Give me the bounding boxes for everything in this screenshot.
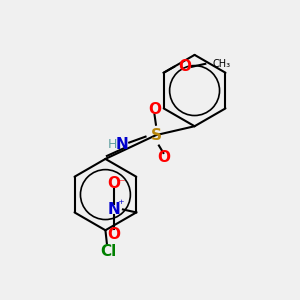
Text: O: O [107, 226, 121, 242]
Text: O: O [157, 150, 170, 165]
Text: N: N [108, 202, 120, 217]
Text: O: O [148, 102, 161, 117]
Text: O: O [107, 176, 121, 191]
Text: O: O [178, 59, 191, 74]
Text: ⁻: ⁻ [118, 177, 125, 190]
Text: H: H [108, 138, 118, 151]
Text: N: N [116, 136, 128, 152]
Text: CH₃: CH₃ [213, 59, 231, 69]
Text: ⁺: ⁺ [117, 199, 123, 212]
Text: S: S [150, 128, 161, 142]
Text: Cl: Cl [100, 244, 116, 259]
